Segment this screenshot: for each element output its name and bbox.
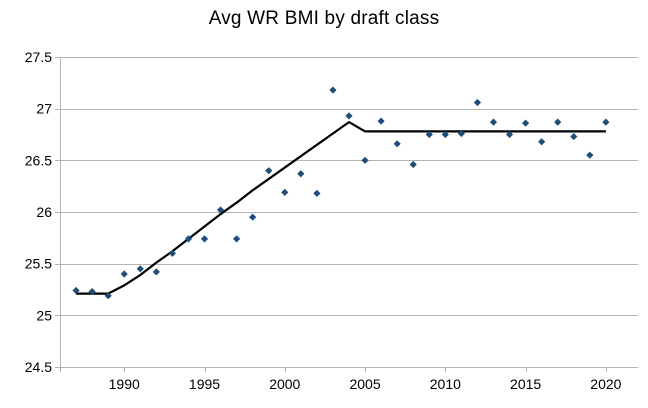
- data-point: [473, 98, 482, 107]
- data-point: [168, 249, 176, 257]
- data-point: [361, 156, 369, 164]
- data-point: [489, 118, 498, 126]
- data-point: [104, 292, 112, 300]
- y-tick-label: 25.5: [25, 256, 52, 272]
- data-point: [505, 130, 514, 139]
- data-point: [265, 167, 273, 175]
- data-point: [88, 287, 96, 296]
- data-point: [216, 206, 225, 214]
- x-tick-label: 1995: [189, 376, 220, 392]
- data-point: [425, 130, 433, 139]
- data-point: [345, 112, 353, 120]
- data-point: [297, 170, 305, 178]
- data-point: [152, 268, 160, 276]
- grid-layer: [60, 57, 638, 368]
- data-point: [409, 160, 417, 169]
- data-point: [313, 189, 321, 197]
- y-tick-label: 27.5: [25, 49, 52, 65]
- y-tick-label: 27: [36, 101, 52, 117]
- data-point: [200, 235, 209, 243]
- x-tick-label: 2020: [590, 376, 621, 392]
- data-point: [281, 188, 289, 196]
- y-tick-label: 24.5: [25, 359, 52, 375]
- data-point: [602, 118, 610, 126]
- data-point: [570, 132, 578, 141]
- x-tick-label: 2000: [269, 376, 300, 392]
- trend-line-layer: [76, 121, 606, 295]
- data-point: [329, 86, 337, 94]
- y-tick-label: 26: [36, 204, 52, 220]
- x-tick-label: 1990: [109, 376, 140, 392]
- data-point: [441, 130, 449, 139]
- trend-line: [76, 121, 606, 295]
- data-point: [393, 140, 401, 148]
- data-point: [233, 235, 241, 243]
- tick-labels-layer: 24.5 25 25.5 26 26.5 27 27.5 1990 1995 2000 2005 20…: [25, 49, 622, 392]
- points-layer: [72, 86, 610, 300]
- data-point: [136, 265, 144, 273]
- data-point: [522, 119, 530, 127]
- data-point: [377, 117, 385, 125]
- data-point: [538, 138, 546, 146]
- data-point: [249, 213, 257, 221]
- data-point: [457, 129, 465, 138]
- y-tick-label: 25: [36, 307, 52, 323]
- x-tick-label: 2005: [349, 376, 380, 392]
- data-point: [72, 286, 80, 295]
- data-point: [120, 270, 128, 278]
- axis-layer: [55, 57, 607, 372]
- x-tick-label: 2015: [510, 376, 541, 392]
- data-point: [184, 235, 193, 243]
- y-tick-label: 26.5: [25, 152, 52, 168]
- data-point: [586, 151, 594, 159]
- chart-title: Avg WR BMI by draft class: [208, 8, 440, 29]
- data-point: [554, 118, 562, 126]
- x-tick-label: 2010: [430, 376, 461, 392]
